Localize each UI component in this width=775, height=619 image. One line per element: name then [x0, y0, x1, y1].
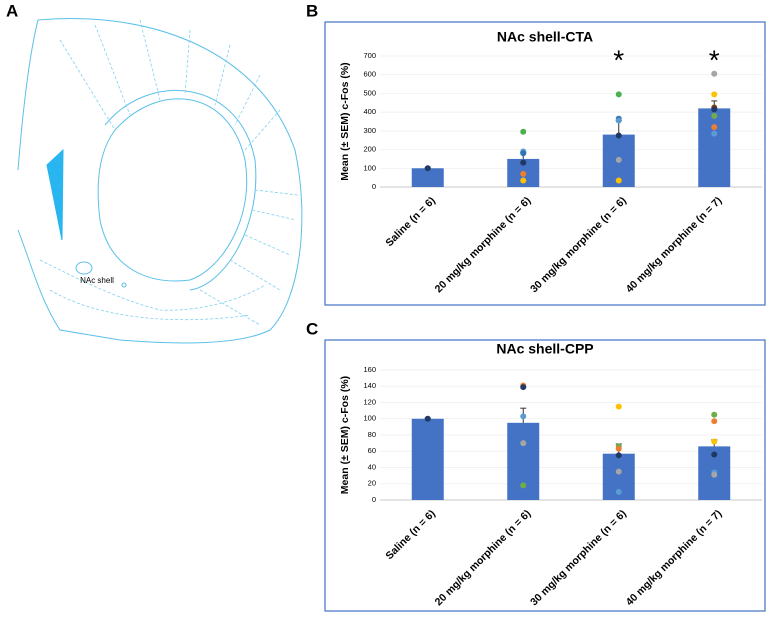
data-point: [615, 403, 622, 410]
y-tick-label: 400: [363, 107, 376, 116]
y-tick-label: 0: [372, 182, 376, 191]
y-tick-label: 80: [368, 430, 376, 439]
data-point: [520, 413, 527, 420]
data-point: [711, 471, 718, 478]
y-tick-label: 200: [363, 145, 376, 154]
data-point: [520, 150, 527, 157]
bar: [411, 418, 444, 500]
data-point: [520, 128, 527, 135]
data-point: [424, 415, 431, 422]
bar: [411, 168, 444, 187]
panel-label: A: [6, 1, 18, 20]
panel-frame: [324, 21, 766, 306]
data-point: [520, 384, 527, 391]
data-point: [711, 106, 718, 113]
data-point: [711, 411, 718, 418]
y-axis-title: Mean (± SEM) c-Fos (%): [339, 376, 351, 494]
y-tick-label: 700: [363, 51, 376, 60]
y-tick-label: 60: [368, 446, 376, 455]
data-point: [711, 418, 718, 425]
x-tick-label: 40 mg/kg morphine (n = 7): [624, 508, 725, 609]
data-point: [711, 438, 718, 445]
x-tick-label: 30 mg/kg morphine (n = 6): [528, 195, 629, 296]
y-axis-title: Mean (± SEM) c-Fos (%): [339, 62, 351, 180]
y-tick-label: 300: [363, 126, 376, 135]
data-point: [711, 70, 718, 77]
data-point: [520, 482, 527, 489]
y-tick-label: 120: [363, 397, 376, 406]
chart-title: NAc shell-CPP: [496, 341, 593, 357]
y-tick-label: 20: [368, 479, 376, 488]
x-tick-label: Saline (n = 6): [383, 195, 437, 249]
data-point: [520, 159, 527, 166]
data-point: [615, 91, 622, 98]
panel-label: B: [306, 1, 318, 20]
panel-label: C: [306, 319, 318, 338]
brain-diagram: NAc shell: [17, 18, 303, 344]
x-tick-label: 20 mg/kg morphine (n = 6): [433, 508, 534, 609]
data-point: [424, 165, 431, 172]
y-tick-label: 100: [363, 163, 376, 172]
x-tick-label: 20 mg/kg morphine (n = 6): [433, 195, 534, 296]
chart-title: NAc shell-CTA: [497, 29, 593, 45]
bar: [698, 108, 731, 187]
data-point: [711, 91, 718, 98]
data-point: [520, 440, 527, 447]
data-point: [711, 124, 718, 131]
y-tick-label: 0: [372, 495, 376, 504]
x-tick-label: 30 mg/kg morphine (n = 6): [528, 508, 629, 609]
y-tick-label: 160: [363, 365, 376, 374]
data-point: [615, 156, 622, 163]
data-point: [615, 468, 622, 475]
significance-mark: *: [613, 44, 624, 75]
data-point: [711, 112, 718, 119]
data-point: [615, 117, 622, 124]
data-point: [615, 177, 622, 184]
x-tick-label: 40 mg/kg morphine (n = 7): [624, 195, 725, 296]
data-point: [711, 130, 718, 137]
data-point: [711, 451, 718, 458]
panel-frame: [324, 339, 766, 612]
y-tick-label: 100: [363, 414, 376, 423]
data-point: [615, 452, 622, 459]
data-point: [520, 170, 527, 177]
x-tick-label: Saline (n = 6): [383, 508, 437, 562]
data-point: [615, 132, 622, 139]
y-tick-label: 40: [368, 462, 376, 471]
data-point: [615, 445, 622, 452]
y-tick-label: 140: [363, 381, 376, 390]
significance-mark: *: [709, 44, 720, 75]
y-tick-label: 600: [363, 70, 376, 79]
region-label: NAc shell: [80, 276, 114, 285]
bar: [507, 422, 540, 500]
data-point: [520, 177, 527, 184]
y-tick-label: 500: [363, 88, 376, 97]
data-point: [615, 488, 622, 495]
